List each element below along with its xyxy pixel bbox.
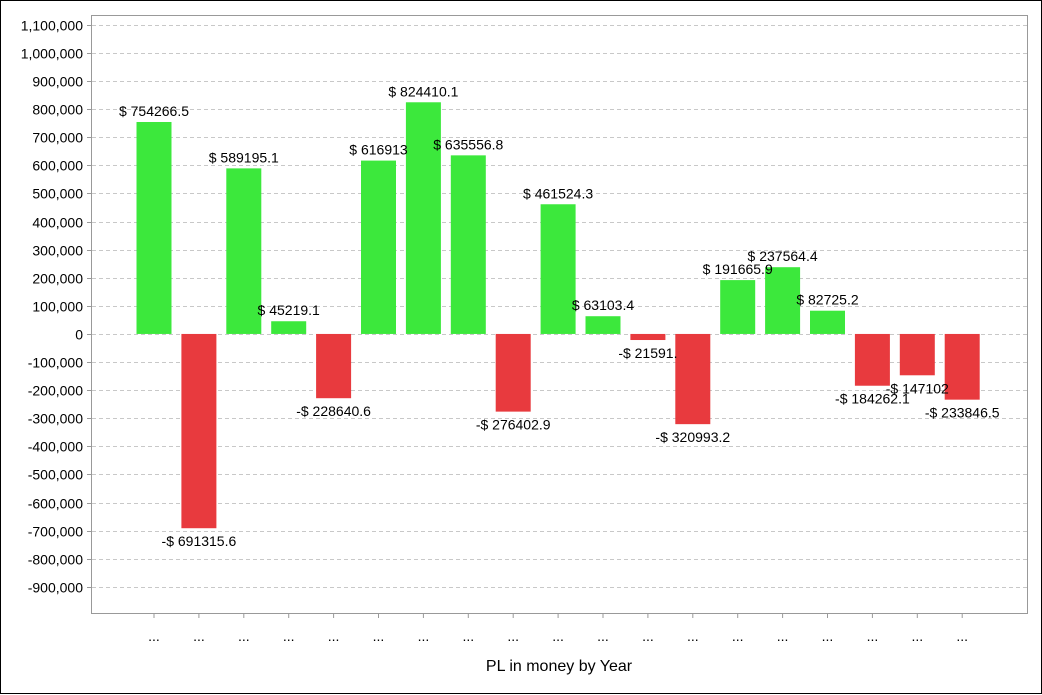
x-tick-label: ... (642, 628, 654, 644)
y-tick-label: 800,000 (32, 102, 83, 118)
data-label: -$ 147102 (886, 380, 949, 396)
x-tick-label: ... (193, 628, 205, 644)
data-label: $ 824410.1 (388, 83, 458, 99)
bar (720, 280, 756, 334)
data-label: $ 635556.8 (433, 136, 503, 152)
data-label: $ 754266.5 (119, 103, 189, 119)
y-tick-label: 1,100,000 (21, 18, 83, 34)
x-tick-label: ... (507, 628, 519, 644)
x-tick-label: ... (328, 628, 340, 644)
bar (765, 267, 801, 334)
y-tick-label: -800,000 (28, 552, 83, 568)
y-tick-label: 0 (75, 327, 83, 343)
x-tick-label: ... (822, 628, 834, 644)
bar (540, 204, 576, 334)
bar (585, 316, 621, 334)
x-tick-label: ... (956, 628, 968, 644)
y-tick-label: -200,000 (28, 383, 83, 399)
x-tick-label: ... (283, 628, 295, 644)
bar (944, 333, 980, 400)
y-tick-label: -900,000 (28, 580, 83, 596)
x-tick-label: ... (911, 628, 923, 644)
x-tick-label: ... (552, 628, 564, 644)
bar (271, 321, 307, 334)
x-tick-label: ... (777, 628, 789, 644)
y-tick-label: 600,000 (32, 158, 83, 174)
y-tick-label: 700,000 (32, 130, 83, 146)
x-tick-label: ... (373, 628, 385, 644)
x-tick-label: ... (597, 628, 609, 644)
data-label: $ 589195.1 (209, 149, 279, 165)
data-label: -$ 276402.9 (476, 417, 551, 433)
y-tick-label: -700,000 (28, 524, 83, 540)
bar (675, 333, 711, 425)
x-tick-label: ... (148, 628, 160, 644)
data-label: $ 45219.1 (258, 302, 320, 318)
y-tick-label: -100,000 (28, 355, 83, 371)
bar (810, 310, 845, 334)
y-tick-label: 100,000 (32, 299, 83, 315)
y-tick-label: -400,000 (28, 439, 83, 455)
bar (854, 333, 890, 386)
data-label: $ 616913 (349, 142, 408, 158)
bar (630, 333, 666, 341)
data-label: $ 191665.9 (703, 261, 773, 277)
x-tick-label: ... (238, 628, 250, 644)
bar (405, 102, 441, 334)
y-tick-label: 1,000,000 (21, 46, 83, 62)
y-tick-label: -500,000 (28, 467, 83, 483)
data-label: $ 461524.3 (523, 185, 593, 201)
y-tick-label: 300,000 (32, 243, 83, 259)
data-label: $ 237564.4 (748, 248, 818, 264)
y-tick-label: 200,000 (32, 271, 83, 287)
bar (495, 333, 531, 412)
x-tick-label: ... (462, 628, 474, 644)
y-tick-label: -300,000 (28, 411, 83, 427)
data-label: -$ 320993.2 (655, 429, 730, 445)
bar (316, 333, 352, 399)
bar (361, 160, 396, 334)
data-label: -$ 233846.5 (925, 405, 1000, 421)
data-label: -$ 21591. (618, 345, 677, 361)
bar (136, 121, 172, 334)
data-label: $ 63103.4 (572, 297, 634, 313)
data-label: -$ 184262.1 (835, 391, 910, 407)
data-label: -$ 228640.6 (296, 403, 371, 419)
x-tick-label: ... (732, 628, 744, 644)
bar (450, 155, 486, 334)
data-label: $ 82725.2 (796, 292, 858, 308)
bar (226, 168, 262, 334)
data-label: -$ 691315.6 (162, 533, 237, 549)
bar (899, 333, 935, 376)
y-tick-label: -600,000 (28, 496, 83, 512)
x-tick-label: ... (867, 628, 879, 644)
x-axis-title: PL in money by Year (486, 658, 633, 675)
x-tick-label: ... (687, 628, 699, 644)
y-tick-label: 400,000 (32, 215, 83, 231)
y-tick-label: 900,000 (32, 74, 83, 90)
x-tick-label: ... (418, 628, 430, 644)
y-tick-label: 500,000 (32, 186, 83, 202)
bar (181, 333, 217, 529)
